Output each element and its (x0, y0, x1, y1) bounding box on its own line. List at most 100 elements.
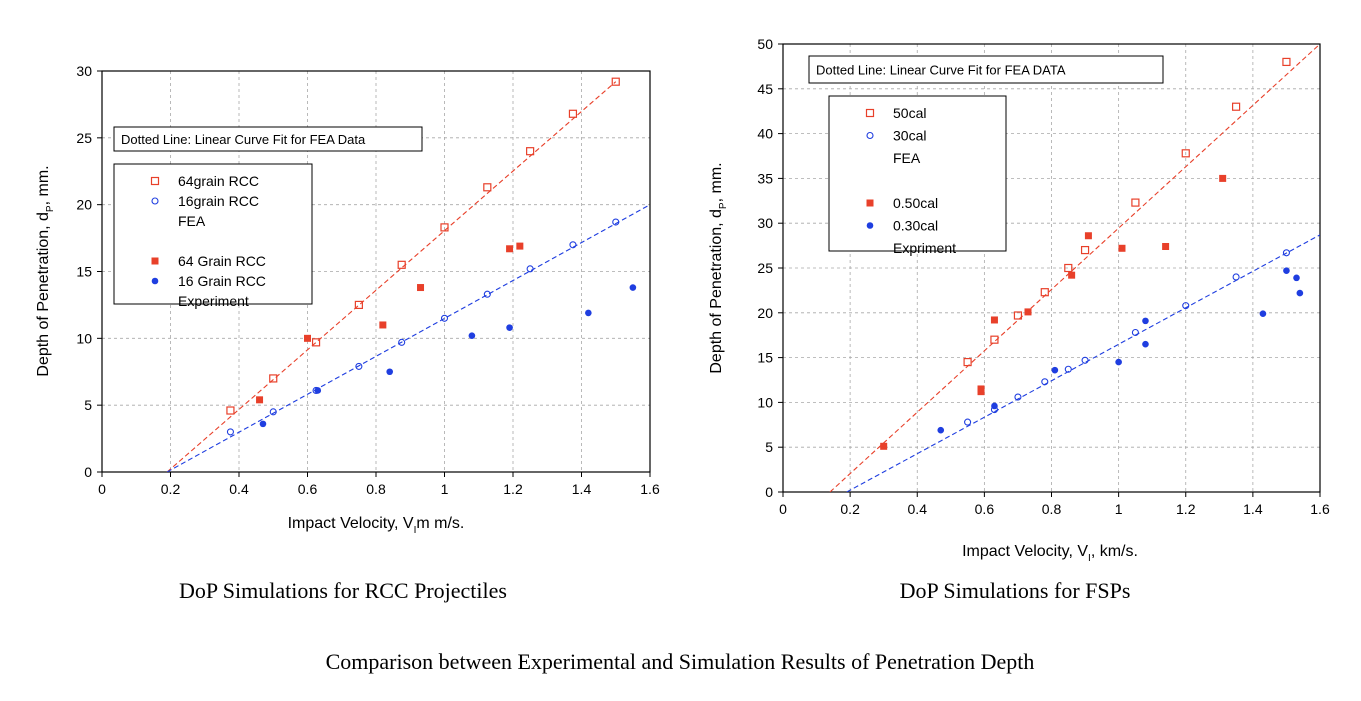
fsp-xtick-label: 0 (779, 501, 787, 517)
fsp-point-filled-circle (1142, 340, 1149, 348)
fsp-point-open-circle (1064, 365, 1072, 373)
fsp-xaxis-label-main: Impact Velocity, V (962, 543, 1088, 560)
rcc-legend-label: Experiment (178, 293, 249, 309)
fsp-legend-label: 30cal (893, 128, 926, 144)
rcc-point-open-circle (483, 290, 491, 298)
fsp-point-filled-square (1024, 308, 1032, 316)
chart-rcc-caption: DoP Simulations for RCC Projectiles (179, 578, 507, 603)
rcc-point-filled-circle (629, 284, 637, 291)
rcc-point-open-square (568, 109, 578, 118)
fsp-xaxis-label: Impact Velocity, VI, km/s. (962, 543, 1138, 564)
fsp-point-open-circle (1232, 273, 1240, 281)
fsp-legend-marker (866, 131, 874, 140)
rcc-xaxis-label-sub: I (414, 525, 417, 536)
rcc-point-filled-square (516, 242, 524, 250)
fsp-xtick-label: 0.4 (908, 501, 928, 517)
chart-rcc: 0 0.2 0.4 0.6 0.8 1 1.2 1.4 1.6 0 5 10 15 20 25 30 Dotte… (35, 63, 660, 536)
fsp-yaxis-label: Depth of Penetration, dP, mm. (708, 162, 729, 373)
rcc-point-filled-circle (314, 387, 322, 394)
rcc-point-filled-square (506, 245, 514, 253)
fsp-plot-frame (782, 43, 1321, 493)
fsp-point-filled-circle (991, 402, 998, 410)
rcc-point-open-circle (569, 241, 577, 249)
fsp-ytick-label: 10 (757, 394, 773, 410)
fsp-legend-label: 0.30cal (893, 218, 938, 234)
fsp-point-filled-square (990, 316, 998, 324)
rcc-xtick-label: 1.2 (503, 481, 523, 497)
rcc-note-box (113, 126, 423, 152)
fsp-legend-label: FEA (893, 150, 921, 166)
fsp-legend-box (828, 95, 1007, 252)
fsp-point-filled-square (1068, 271, 1076, 279)
fsp-legend-label: Expriment (893, 240, 956, 256)
rcc-ytick-label: 25 (76, 130, 92, 146)
fsp-ytick-label: 15 (757, 350, 773, 366)
fsp-legend-marker (866, 222, 874, 229)
rcc-ytick-label: 30 (76, 63, 92, 79)
fsp-point-open-square (1282, 57, 1291, 67)
rcc-legend-marker (151, 257, 159, 265)
fsp-ytick-label: 30 (757, 215, 773, 231)
fsp-ytick-label: 35 (757, 170, 773, 186)
fsp-point-filled-circle (1142, 317, 1149, 325)
rcc-point-open-square (611, 77, 620, 86)
fsp-point-filled-circle (1296, 289, 1304, 297)
fsp-fit-line (829, 44, 1320, 492)
rcc-legend-label: 16grain RCC (178, 193, 259, 209)
fsp-point-filled-square (1219, 174, 1227, 182)
fsp-point-filled-circle (1051, 366, 1059, 374)
rcc-xaxis-label-main: Impact Velocity, V (288, 515, 414, 532)
rcc-point-open-square (397, 260, 406, 269)
rcc-xtick-label: 0 (98, 481, 106, 497)
rcc-xtick-label: 0.8 (366, 481, 386, 497)
rcc-point-open-circle (526, 265, 534, 273)
rcc-legend-marker (151, 197, 159, 205)
rcc-xtick-label: 1 (441, 481, 449, 497)
fsp-point-open-square (963, 357, 972, 367)
rcc-xaxis-label-tail: m m/s. (416, 515, 464, 532)
rcc-point-filled-square (379, 321, 387, 329)
rcc-point-open-circle (398, 338, 406, 346)
rcc-point-open-square (269, 374, 278, 383)
fsp-xtick-label: 0.2 (840, 501, 860, 517)
fsp-ytick-label: 0 (765, 484, 773, 500)
rcc-xtick-label: 0.2 (161, 481, 181, 497)
fsp-ytick-label: 45 (757, 81, 773, 97)
rcc-point-open-square (354, 300, 363, 310)
fsp-note-text: Dotted Line: Linear Curve Fit for FEA DA… (816, 63, 1066, 78)
fsp-point-open-circle (1081, 356, 1089, 364)
fsp-point-filled-square (1162, 242, 1170, 250)
rcc-point-open-square (440, 223, 449, 232)
fsp-point-filled-circle (1259, 310, 1267, 317)
fsp-xtick-label: 0.8 (1042, 501, 1062, 517)
fsp-xtick-label: 1.4 (1243, 501, 1263, 517)
fsp-point-open-circle (964, 418, 972, 426)
rcc-point-open-square (226, 406, 235, 415)
fsp-yaxis-label-sub: P (718, 202, 729, 209)
fsp-yaxis-label-tail: , mm. (708, 162, 725, 202)
rcc-legend-label: 64 Grain RCC (178, 253, 266, 269)
fsp-ytick-label: 50 (757, 36, 773, 52)
fsp-point-filled-circle (937, 426, 945, 434)
fsp-ytick-label: 20 (757, 305, 773, 321)
rcc-ytick-label: 15 (76, 264, 92, 280)
fsp-xtick-label: 1 (1115, 501, 1123, 517)
fsp-point-open-square (1013, 311, 1023, 320)
rcc-point-filled-square (417, 284, 425, 292)
rcc-point-filled-circle (585, 309, 592, 317)
fsp-point-filled-square (1118, 244, 1126, 252)
fsp-fit-line (846, 234, 1320, 492)
rcc-point-open-circle (226, 428, 234, 436)
rcc-xtick-label: 0.4 (229, 481, 249, 497)
rcc-xtick-label: 0.6 (298, 481, 318, 497)
rcc-ytick-label: 5 (84, 397, 92, 413)
rcc-yaxis-label-main: Depth of Penetration, d (35, 212, 52, 377)
rcc-point-open-square (483, 183, 492, 192)
fsp-point-filled-square (977, 385, 985, 393)
rcc-point-open-circle (269, 408, 277, 416)
fsp-point-open-square (1231, 102, 1241, 111)
rcc-point-open-circle (612, 218, 620, 226)
rcc-point-open-circle (440, 314, 449, 322)
rcc-fit-line (166, 204, 650, 472)
